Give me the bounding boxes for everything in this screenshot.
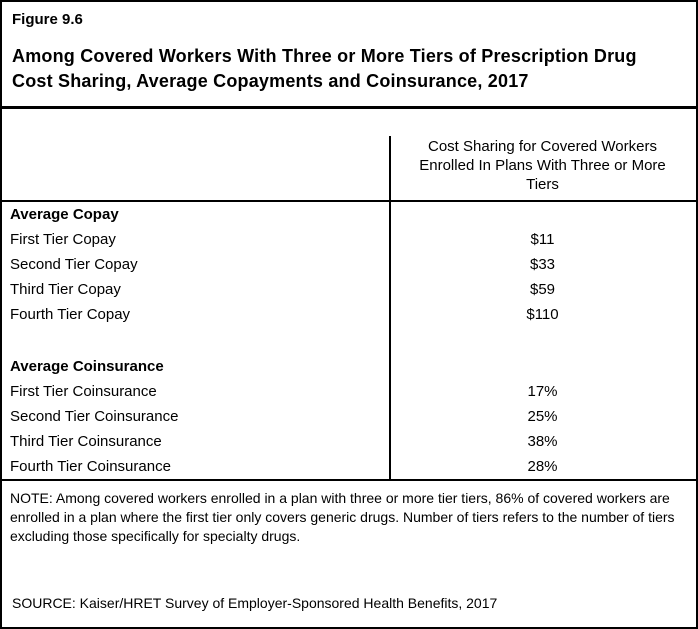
table-row: First Tier Copay $11 — [2, 227, 696, 252]
figure-note: NOTE: Among covered workers enrolled in … — [10, 490, 675, 544]
row-label: First Tier Copay — [10, 231, 116, 248]
table-row: Third Tier Copay $59 — [2, 277, 696, 302]
row-label: Average Coinsurance — [10, 358, 164, 375]
row-label: First Tier Coinsurance — [10, 383, 157, 400]
row-label: Third Tier Copay — [10, 281, 121, 298]
table-header-row: Cost Sharing for Covered Workers Enrolle… — [2, 109, 696, 202]
table-row: Average Coinsurance — [2, 354, 696, 379]
row-value: 28% — [527, 458, 558, 475]
row-value: 25% — [527, 408, 558, 425]
data-table: Cost Sharing for Covered Workers Enrolle… — [2, 109, 696, 481]
figure-title: Among Covered Workers With Three or More… — [12, 46, 637, 91]
table-row: Second Tier Copay $33 — [2, 252, 696, 277]
row-label: Fourth Tier Coinsurance — [10, 458, 171, 475]
table-row: Fourth Tier Coinsurance 28% — [2, 454, 696, 479]
title-divider — [2, 106, 696, 109]
figure-header: Figure 9.6 Among Covered Workers With Th… — [2, 2, 696, 94]
row-label: Second Tier Coinsurance — [10, 408, 179, 425]
row-label: Third Tier Coinsurance — [10, 433, 162, 450]
row-value: $110 — [526, 306, 559, 323]
column-divider — [389, 136, 391, 479]
table-row: Third Tier Coinsurance 38% — [2, 429, 696, 454]
table-row: First Tier Coinsurance 17% — [2, 379, 696, 404]
row-label: Average Copay — [10, 206, 119, 223]
figure-source: SOURCE: Kaiser/HRET Survey of Employer-S… — [12, 595, 498, 611]
table-row: Fourth Tier Copay $110 — [2, 302, 696, 327]
table-row: Average Copay — [2, 202, 696, 227]
figure-number: Figure 9.6 — [12, 11, 83, 28]
table-row: Second Tier Coinsurance 25% — [2, 404, 696, 429]
table-header-empty-cell — [2, 109, 389, 200]
row-label: Fourth Tier Copay — [10, 306, 131, 323]
row-value: $33 — [529, 256, 556, 273]
table-header-value-cell: Cost Sharing for Covered Workers Enrolle… — [419, 138, 666, 193]
row-value: 38% — [527, 433, 558, 450]
row-label: Second Tier Copay — [10, 256, 138, 273]
row-value: 17% — [527, 383, 558, 400]
row-value: $59 — [529, 281, 556, 298]
row-value: $11 — [530, 231, 555, 248]
